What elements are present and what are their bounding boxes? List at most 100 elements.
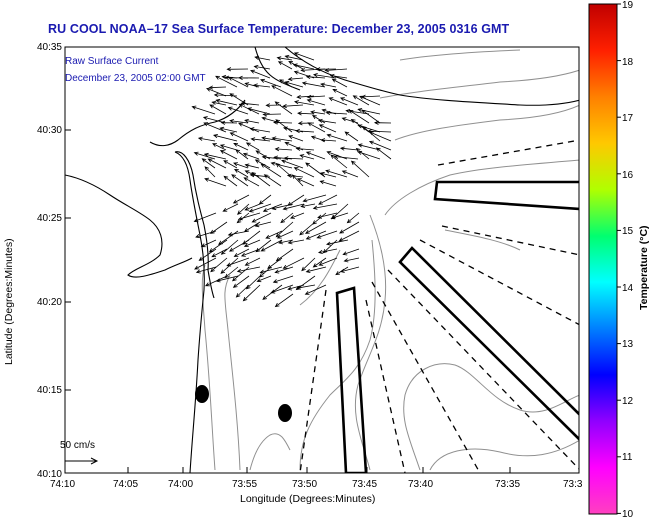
map-title: RU COOL NOAA–17 Sea Surface Temperature:… — [48, 22, 510, 36]
colorbar-tick-label: 13 — [622, 339, 634, 350]
current-vector — [226, 67, 249, 72]
current-vector — [297, 111, 315, 116]
y-tick-labels: 40:35 40:30 40:25 40:20 40:15 40:10 — [37, 42, 62, 480]
current-vector — [212, 143, 227, 151]
current-vector — [329, 73, 348, 79]
current-vector — [270, 161, 293, 169]
current-vector — [273, 155, 293, 160]
current-vector — [339, 97, 359, 106]
colorbar-tick-label: 10 — [622, 509, 634, 519]
contour-line — [399, 49, 521, 61]
current-vector — [357, 143, 381, 151]
current-vector — [299, 221, 316, 236]
current-vector — [359, 95, 381, 106]
current-vector — [271, 203, 294, 211]
current-vector — [244, 203, 261, 211]
current-vector — [301, 81, 326, 88]
current-vector — [305, 230, 327, 240]
contour-line — [379, 69, 579, 99]
scale-arrow — [65, 457, 99, 465]
current-vector — [333, 154, 359, 160]
current-vector — [258, 194, 272, 205]
current-vector — [261, 155, 282, 160]
current-vector — [355, 147, 370, 160]
contour-line — [249, 433, 291, 471]
survey-boxes — [335, 180, 579, 473]
current-vector — [250, 137, 271, 142]
current-vector — [223, 160, 238, 169]
current-vector — [282, 203, 305, 211]
current-vector — [287, 239, 305, 245]
current-vector — [260, 78, 282, 88]
current-vector — [325, 110, 348, 116]
dashed-ray — [441, 225, 579, 256]
current-vector — [332, 89, 348, 97]
current-vector — [277, 61, 293, 70]
current-vector — [312, 257, 327, 268]
current-vector — [306, 98, 326, 106]
buoy-marker — [195, 385, 209, 403]
current-vector — [312, 115, 326, 124]
current-vector — [293, 52, 315, 61]
current-vector — [317, 248, 338, 254]
current-vector — [229, 119, 249, 124]
current-vector — [287, 194, 305, 206]
current-vector — [318, 194, 338, 205]
current-vector — [240, 101, 260, 106]
current-vector — [280, 212, 294, 224]
colorbar-tick-label: 18 — [622, 57, 634, 68]
current-vector — [224, 266, 239, 279]
current-vector — [291, 174, 304, 187]
current-vector — [305, 151, 326, 160]
current-vector — [271, 85, 293, 97]
current-vector — [251, 212, 272, 223]
current-vector — [198, 248, 217, 261]
current-vector — [233, 248, 250, 257]
current-vector — [284, 54, 304, 61]
x-tick-label: 73:45 — [352, 479, 377, 490]
current-vector — [282, 257, 305, 269]
colorbar-tick-label: 15 — [622, 226, 634, 237]
current-vector — [315, 67, 337, 72]
dashed-ray — [365, 299, 406, 473]
current-vector — [318, 124, 337, 133]
current-vector — [307, 122, 326, 133]
current-vector — [233, 168, 249, 178]
current-vector — [274, 293, 294, 308]
current-vector — [290, 212, 305, 219]
coastline-sandy-hook — [174, 151, 215, 299]
current-vector — [292, 63, 315, 70]
current-vector — [215, 275, 239, 283]
current-vector — [208, 85, 227, 90]
current-vector — [267, 257, 283, 269]
current-vector — [232, 275, 250, 288]
current-vector — [325, 169, 348, 178]
current-vector — [231, 174, 249, 187]
scale-label: 50 cm/s — [60, 440, 95, 451]
current-vector — [201, 158, 216, 169]
current-vector — [275, 119, 293, 133]
current-vector — [284, 80, 304, 88]
current-vector — [233, 162, 249, 169]
current-vector — [272, 275, 294, 284]
current-vector — [346, 212, 360, 224]
colorbar-tick-label: 16 — [622, 170, 634, 181]
current-vector — [331, 203, 349, 220]
current-vector — [242, 152, 260, 160]
current-vector — [357, 150, 381, 160]
current-vector — [331, 78, 348, 88]
colorbar-ticks — [617, 3, 621, 514]
x-axis-label: Longitude (Degrees:Minutes) — [240, 493, 375, 505]
x-tick-label: 73:35 — [495, 479, 520, 490]
current-vector — [193, 212, 217, 223]
current-legend-line1: Raw Surface Current — [65, 56, 159, 67]
current-vector — [229, 93, 249, 106]
current-vector — [295, 146, 315, 151]
current-vector — [228, 76, 249, 88]
current-vector — [261, 136, 282, 142]
current-legend-line2: December 23, 2005 02:00 GMT — [65, 73, 206, 84]
current-vector — [318, 257, 338, 266]
x-tick-label: 74:10 — [50, 479, 75, 490]
current-vector — [209, 104, 227, 115]
contour-line — [354, 214, 387, 471]
